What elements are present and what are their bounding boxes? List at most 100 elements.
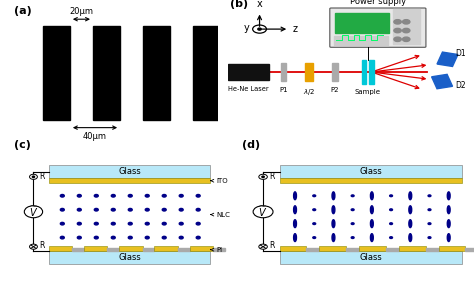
- Bar: [281, 63, 286, 81]
- Circle shape: [162, 208, 166, 211]
- Bar: [193, 26, 220, 120]
- Text: (c): (c): [14, 140, 31, 150]
- Bar: [108, 249, 119, 251]
- Bar: [306, 249, 319, 251]
- Text: y: y: [244, 23, 249, 33]
- Bar: [369, 61, 374, 84]
- Circle shape: [428, 237, 431, 238]
- Circle shape: [179, 194, 183, 197]
- Text: PI: PI: [211, 247, 223, 253]
- Circle shape: [394, 29, 401, 33]
- Text: Glass: Glass: [118, 167, 141, 176]
- FancyBboxPatch shape: [330, 8, 426, 47]
- Bar: [280, 246, 306, 251]
- Ellipse shape: [447, 220, 450, 228]
- Circle shape: [94, 236, 98, 239]
- Circle shape: [145, 222, 149, 225]
- Bar: [280, 165, 462, 178]
- Bar: [49, 165, 210, 178]
- Circle shape: [60, 222, 64, 225]
- Ellipse shape: [332, 206, 335, 214]
- Text: D2: D2: [456, 81, 466, 90]
- Ellipse shape: [447, 234, 450, 242]
- Circle shape: [60, 208, 64, 211]
- Circle shape: [313, 209, 316, 211]
- Ellipse shape: [409, 234, 412, 242]
- Circle shape: [394, 37, 401, 42]
- Bar: [143, 249, 155, 251]
- Text: P1: P1: [279, 87, 288, 93]
- Text: 40μm: 40μm: [83, 132, 107, 141]
- Ellipse shape: [332, 234, 335, 242]
- Bar: [346, 249, 359, 251]
- Text: Glass: Glass: [360, 253, 382, 262]
- Bar: [49, 251, 210, 264]
- Text: P2: P2: [331, 87, 339, 93]
- Bar: [72, 249, 84, 251]
- Circle shape: [77, 236, 81, 239]
- Ellipse shape: [293, 206, 296, 214]
- Circle shape: [145, 208, 149, 211]
- Circle shape: [145, 236, 149, 239]
- Circle shape: [162, 222, 166, 225]
- Text: x: x: [257, 0, 263, 9]
- Circle shape: [351, 195, 354, 197]
- Ellipse shape: [409, 206, 412, 214]
- Ellipse shape: [293, 192, 296, 200]
- Circle shape: [111, 222, 115, 225]
- Text: R: R: [39, 242, 44, 251]
- Bar: [43, 26, 70, 120]
- Circle shape: [179, 208, 183, 211]
- Bar: [332, 63, 337, 81]
- Circle shape: [32, 176, 35, 178]
- Text: Glass: Glass: [360, 167, 382, 176]
- Bar: [213, 249, 225, 251]
- Circle shape: [77, 208, 81, 211]
- Circle shape: [351, 209, 354, 211]
- Circle shape: [313, 237, 316, 238]
- Circle shape: [390, 195, 392, 197]
- Bar: [93, 26, 120, 120]
- Ellipse shape: [293, 234, 296, 242]
- Circle shape: [145, 194, 149, 197]
- Circle shape: [179, 222, 183, 225]
- Circle shape: [29, 244, 37, 249]
- Text: Glass: Glass: [118, 253, 141, 262]
- Circle shape: [128, 208, 132, 211]
- Text: He-Ne Laser: He-Ne Laser: [228, 86, 269, 92]
- Text: z: z: [293, 24, 298, 34]
- Text: (d): (d): [242, 140, 260, 150]
- Circle shape: [428, 223, 431, 225]
- Text: 20μm: 20μm: [69, 7, 93, 16]
- Ellipse shape: [371, 220, 374, 228]
- Ellipse shape: [371, 206, 374, 214]
- Bar: [362, 61, 366, 84]
- Bar: [334, 36, 388, 45]
- Circle shape: [259, 174, 267, 179]
- Circle shape: [196, 222, 200, 225]
- Circle shape: [60, 194, 64, 197]
- Circle shape: [162, 194, 166, 197]
- Bar: [465, 249, 474, 251]
- Ellipse shape: [409, 220, 412, 228]
- Bar: [359, 246, 386, 251]
- Bar: [143, 26, 170, 120]
- Bar: [305, 63, 312, 81]
- Text: R: R: [39, 172, 44, 181]
- Text: R: R: [269, 172, 274, 181]
- Circle shape: [60, 236, 64, 239]
- Circle shape: [259, 244, 267, 249]
- Bar: [119, 246, 143, 251]
- Text: R: R: [269, 242, 274, 251]
- Text: D1: D1: [456, 49, 466, 58]
- Circle shape: [351, 237, 354, 238]
- Circle shape: [390, 209, 392, 211]
- Bar: [190, 246, 213, 251]
- Bar: [155, 246, 178, 251]
- Circle shape: [94, 208, 98, 211]
- Circle shape: [402, 20, 410, 24]
- Ellipse shape: [447, 206, 450, 214]
- Circle shape: [313, 195, 316, 197]
- Text: Power supply: Power supply: [350, 0, 406, 6]
- Circle shape: [111, 236, 115, 239]
